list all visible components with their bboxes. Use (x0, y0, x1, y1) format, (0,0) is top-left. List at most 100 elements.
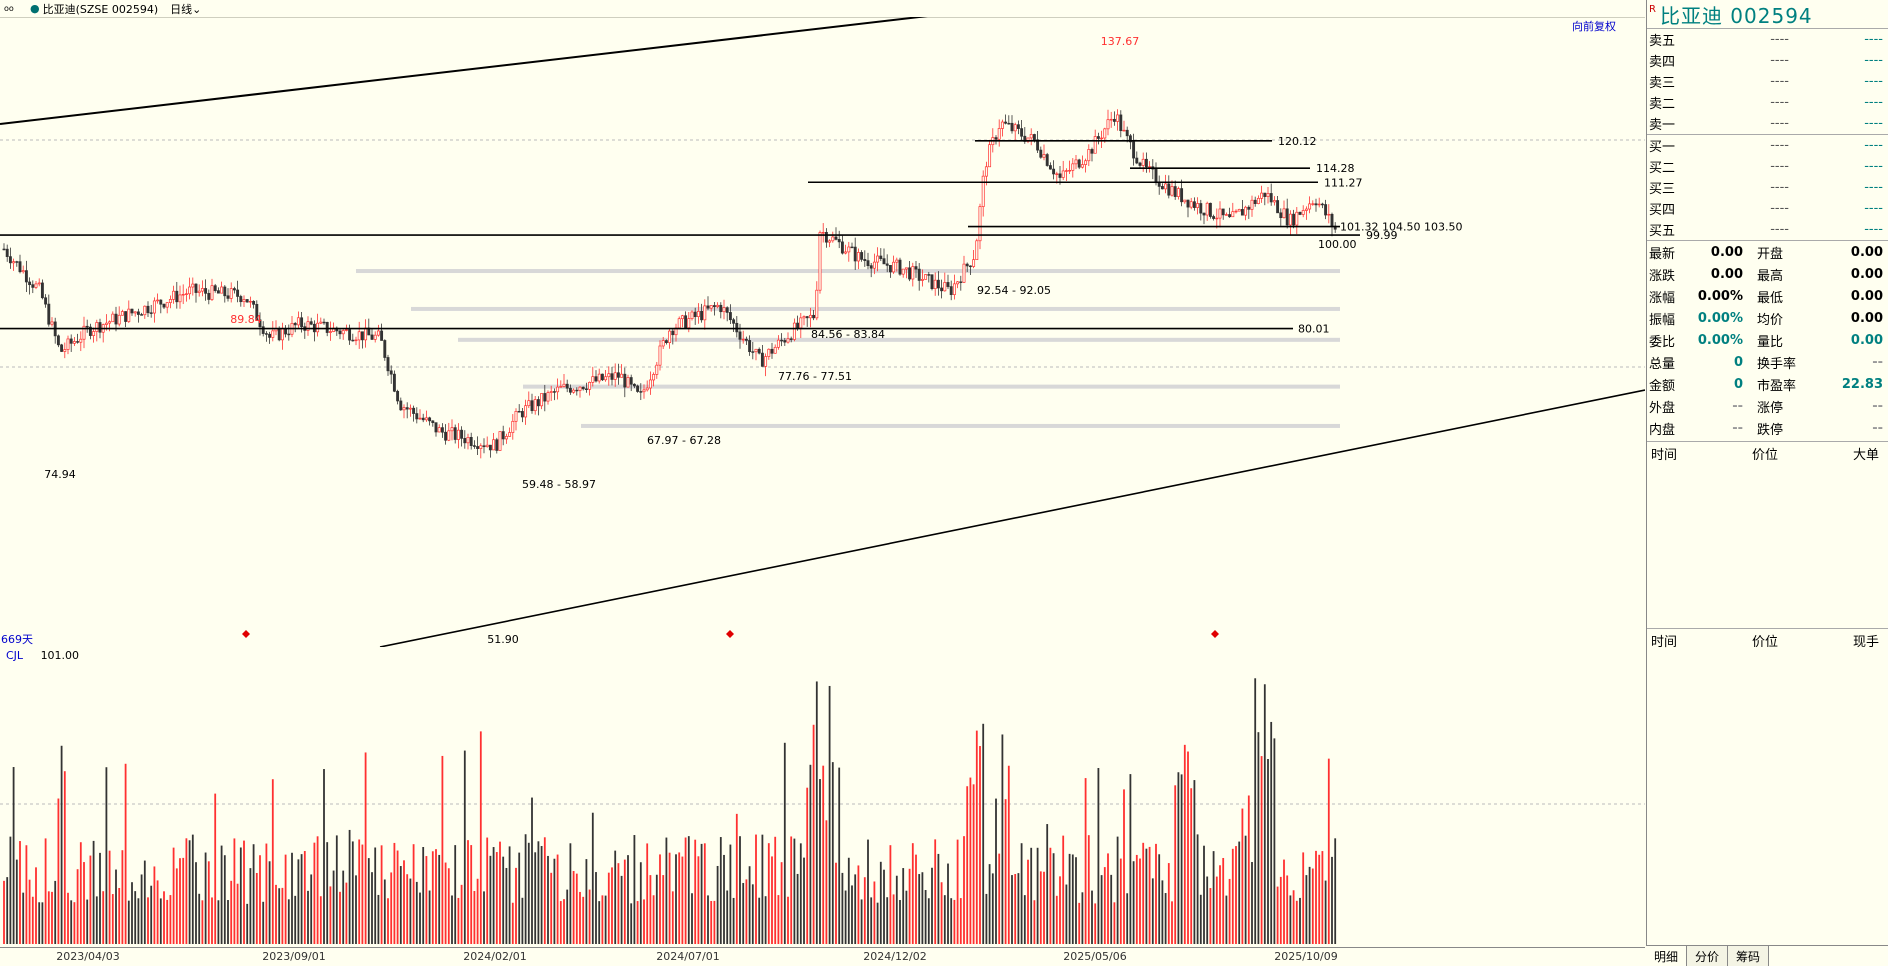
candle-body (1000, 121, 1004, 129)
candle-body (1308, 203, 1312, 210)
volume-bar (435, 849, 437, 944)
order-row[interactable]: 卖二 ---- ---- (1647, 92, 1888, 113)
order-row[interactable]: 卖一 ---- ---- (1647, 113, 1888, 134)
candle-body (1215, 217, 1219, 220)
candle-body (482, 445, 486, 448)
volume-bar (268, 861, 271, 944)
candle-body (661, 340, 665, 347)
volume-bar (463, 750, 466, 944)
window-mode-icon[interactable]: oo (4, 4, 14, 13)
volume-bar (153, 866, 156, 944)
volume-bar (953, 899, 956, 944)
volume-bar (73, 902, 76, 944)
volume-bar (508, 846, 511, 944)
candle-body (341, 330, 345, 335)
candle-body (1272, 200, 1276, 203)
tab-detail[interactable]: 明细 (1646, 946, 1688, 966)
period-selector[interactable]: 日线⌄ (170, 1, 201, 17)
tab-chips[interactable]: 筹码 (1728, 946, 1770, 966)
volume-bar (751, 884, 754, 944)
candle-body (869, 265, 873, 269)
volume-bar (691, 893, 693, 944)
volume-bar (611, 867, 613, 944)
volume-bar (614, 850, 617, 944)
candle-body (440, 427, 444, 433)
candle-body (559, 386, 563, 388)
order-row[interactable]: 买二 ---- ---- (1647, 156, 1888, 177)
stat-value: 0.00 (1850, 244, 1883, 260)
candle-body (1263, 192, 1267, 197)
candle-body (232, 288, 236, 291)
volume-bar (150, 885, 153, 944)
volume-bar (1321, 851, 1324, 944)
volume-bar (1276, 886, 1279, 944)
volume-bar (76, 869, 79, 944)
tab-price-dist[interactable]: 分价 (1687, 946, 1729, 966)
volume-bar (777, 895, 780, 944)
signal-marker (726, 630, 734, 638)
volume-bar (947, 863, 949, 944)
candle-body (1228, 214, 1232, 218)
candle-body (1237, 209, 1241, 212)
candle-body (728, 312, 732, 321)
candle-body (684, 315, 688, 329)
volume-indicator-name[interactable]: CJL (6, 649, 24, 662)
adjust-mode-button[interactable]: 向前复权 (1572, 20, 1616, 33)
candle-body (978, 206, 982, 242)
volume-bar (780, 862, 783, 944)
candle-body (472, 445, 476, 447)
order-row[interactable]: 买五 ---- ---- (1647, 219, 1888, 240)
volume-bar (518, 852, 521, 944)
volume-bar (179, 858, 181, 944)
order-row[interactable]: 卖五 ---- ---- (1647, 29, 1888, 50)
stat-row: 内盘 -- 跌停 -- (1647, 417, 1888, 439)
candle-body (1196, 203, 1200, 208)
volume-chart[interactable] (0, 647, 1645, 947)
candle-body (399, 400, 403, 411)
volume-bar (1187, 751, 1189, 944)
candle-body (1170, 186, 1174, 196)
volume-bar (815, 681, 818, 944)
volume-bar (217, 900, 220, 944)
volume-bar (646, 843, 649, 944)
order-row[interactable]: 买四 ---- ---- (1647, 198, 1888, 219)
support-zone (458, 337, 1340, 342)
volume-bar (262, 901, 265, 944)
volume-bar (924, 890, 927, 944)
volume-bar (1183, 744, 1186, 944)
volume-bar (972, 784, 975, 944)
stat-label: 涨跌 (1649, 268, 1676, 284)
volume-bar (787, 896, 789, 944)
volume-bar (543, 837, 546, 944)
candle-body (117, 314, 121, 325)
stat-value: -- (1872, 398, 1883, 414)
order-row[interactable]: 卖三 ---- ---- (1647, 71, 1888, 92)
candle-body (60, 344, 64, 352)
volume-bar (819, 779, 821, 944)
big-order-list[interactable] (1647, 464, 1888, 628)
candle-body (88, 326, 92, 336)
candle-body (847, 246, 851, 253)
candle-body (543, 393, 547, 402)
volume-bar (652, 895, 655, 944)
order-row[interactable]: 买一 ---- ---- (1647, 135, 1888, 156)
volume-bar (393, 842, 396, 944)
volume-bar (1011, 875, 1013, 944)
volume-bar (1062, 835, 1065, 944)
volume-bar (175, 868, 178, 944)
candle-body (124, 311, 128, 322)
order-row[interactable]: 卖四 ---- ---- (1647, 50, 1888, 71)
volume-bar (1308, 866, 1311, 944)
candle-body (370, 334, 374, 340)
volume-bar (697, 856, 700, 944)
volume-bar (729, 844, 732, 944)
volume-bar (1068, 853, 1071, 944)
big-order-header: 时间 价位 大单 (1647, 441, 1888, 464)
candle-body (626, 377, 630, 388)
candle-body (226, 295, 230, 299)
volume-bar (1206, 876, 1209, 944)
volume-bar (767, 843, 770, 944)
order-row[interactable]: 买三 ---- ---- (1647, 177, 1888, 198)
volume-bar (1311, 868, 1314, 944)
